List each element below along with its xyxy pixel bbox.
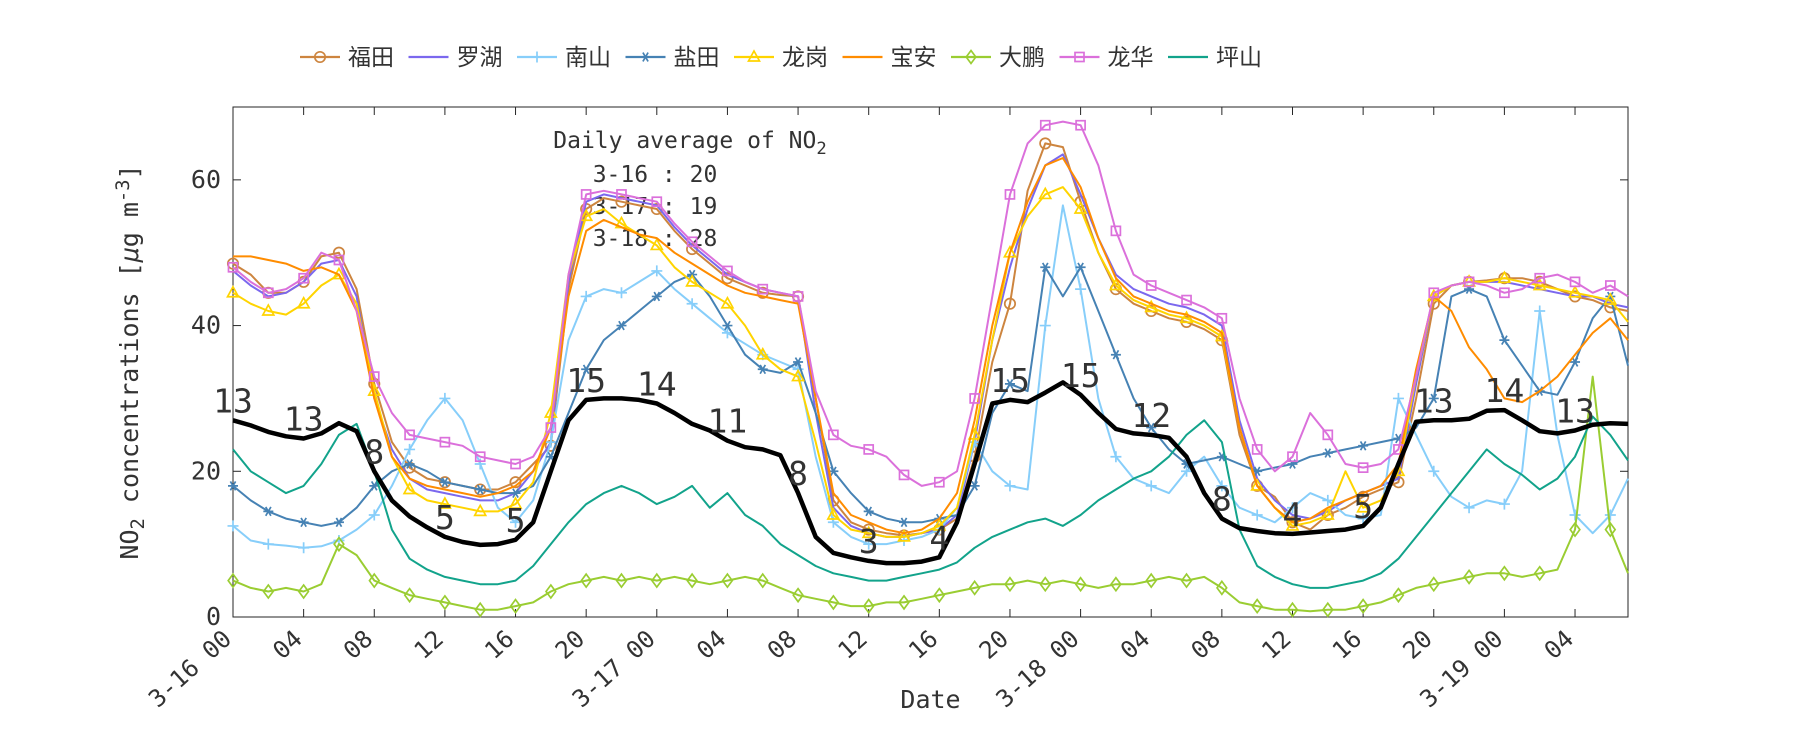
legend-item-dapeng: 大鹏 <box>951 45 1045 71</box>
black-line-label: 13 <box>1414 381 1454 420</box>
axes: 3-16 00 04 08 12 16 203-17 00 04 08 12 16 203-18 0… <box>113 106 1629 714</box>
series-line-longhua <box>232 120 1629 487</box>
series-line-nanshan <box>232 204 1629 549</box>
tick-marks <box>232 107 1628 618</box>
black-line-label: 5 <box>506 501 526 540</box>
legend-label-nanshan: 南山 <box>565 45 611 71</box>
black-line-label: 15 <box>990 361 1030 400</box>
legend-label-baoan: 宝安 <box>891 45 937 71</box>
legend-item-baoan: 宝安 <box>842 45 937 71</box>
x-tick-label: 12 <box>832 625 872 665</box>
black-line-label: 8 <box>364 432 384 471</box>
x-axis-label: Date <box>900 685 960 714</box>
x-tick-label: 08 <box>762 625 802 665</box>
x-tick-label: 16 <box>1327 625 1367 665</box>
legend-label-futian: 福田 <box>348 45 394 71</box>
black-line-label: 12 <box>1131 396 1171 435</box>
series-yantian <box>228 262 1629 528</box>
x-tick-label: 04 <box>1115 625 1155 665</box>
series-luohu <box>232 153 1629 538</box>
x-tick-label: 12 <box>1256 625 1296 665</box>
x-tick-label: 08 <box>1186 625 1226 665</box>
y-tick-labels: 0 20 40 60 <box>191 165 221 631</box>
x-tick-label: 20 <box>974 625 1014 665</box>
legend-label-longhua: 龙华 <box>1108 45 1154 71</box>
legend-item-pingshan: 坪山 <box>1168 45 1262 71</box>
series-markers-yantian <box>228 262 1616 528</box>
series-markers-longhua <box>227 119 1616 488</box>
x-tick-label: 20 <box>1398 625 1438 665</box>
black-line-label: 11 <box>708 402 748 441</box>
x-tick-label: 3-16 00 <box>143 625 237 713</box>
black-line-label: 14 <box>1485 371 1525 410</box>
black-line-label: 4 <box>929 518 949 557</box>
series-nanshan <box>227 204 1629 554</box>
series-line-luohu <box>232 153 1629 538</box>
legend-item-nanshan: 南山 <box>517 45 611 71</box>
black-line-label: 3 <box>859 522 879 561</box>
legend-label-yantian: 盐田 <box>674 45 720 71</box>
y-tick-label: 0 <box>206 602 221 631</box>
x-tick-label: 20 <box>550 625 590 665</box>
x-tick-label: 04 <box>691 625 731 665</box>
annotation-line: 3-16 : 20 <box>593 162 718 188</box>
black-line-label: 5 <box>1353 487 1373 526</box>
legend-label-pingshan: 坪山 <box>1216 45 1262 71</box>
x-tick-label: 08 <box>338 625 378 665</box>
y-axis-label: NO2 concentrations [μg m-3] <box>113 164 149 559</box>
black-line-labels: 13 13 8 5 5 15 14 11 8 3 4 15 15 12 8 4 5 13 14 13 <box>213 356 1595 561</box>
x-tick-label: 12 <box>409 625 449 665</box>
y-tick-label: 40 <box>191 311 221 340</box>
black-line-label: 13 <box>1555 391 1595 430</box>
black-line-label: 15 <box>566 361 606 400</box>
daily-mean-path <box>232 380 1629 566</box>
black-line-label: 13 <box>284 400 324 439</box>
series-longhua <box>227 119 1629 488</box>
legend: 福田 罗湖 南山 盐田 龙岗 宝安 大鹏 龙华 坪山 <box>300 45 1262 71</box>
legend-item-futian: 福田 <box>300 45 394 71</box>
y-tick-label: 60 <box>191 165 221 194</box>
legend-item-luohu: 罗湖 <box>408 45 503 71</box>
legend-label-luohu: 罗湖 <box>457 45 503 71</box>
series-futian <box>226 137 1629 542</box>
series-markers-dapeng <box>227 521 1617 618</box>
black-line-label: 5 <box>435 498 455 537</box>
x-tick-label: 04 <box>267 625 307 665</box>
series-pingshan <box>232 415 1629 589</box>
legend-label-longgang: 龙岗 <box>782 45 828 71</box>
black-line-label: 14 <box>637 365 677 404</box>
x-tick-label: 16 <box>479 625 519 665</box>
series-line-pingshan <box>232 415 1629 589</box>
x-tick-labels: 3-16 00 04 08 12 16 203-17 00 04 08 12 16 203-18 0… <box>143 625 1579 713</box>
x-tick-label: 16 <box>903 625 943 665</box>
black-line-label: 8 <box>1212 480 1232 519</box>
y-tick-label: 20 <box>191 456 221 485</box>
legend-item-longgang: 龙岗 <box>734 45 828 71</box>
series-markers-nanshan <box>227 265 1616 554</box>
x-tick-label: 04 <box>1539 625 1579 665</box>
black-line-label: 4 <box>1283 495 1303 534</box>
black-line-label: 13 <box>213 381 253 420</box>
series-dapeng <box>227 375 1629 618</box>
daily-mean-line <box>232 380 1629 566</box>
annotation-title: Daily average of NO2 <box>553 128 827 159</box>
black-line-label: 8 <box>788 454 808 493</box>
black-line-label: 15 <box>1061 356 1101 395</box>
series-line-futian <box>232 142 1629 537</box>
legend-item-yantian: 盐田 <box>625 45 720 71</box>
legend-label-dapeng: 大鹏 <box>999 45 1045 71</box>
legend-item-longhua: 龙华 <box>1059 45 1154 71</box>
